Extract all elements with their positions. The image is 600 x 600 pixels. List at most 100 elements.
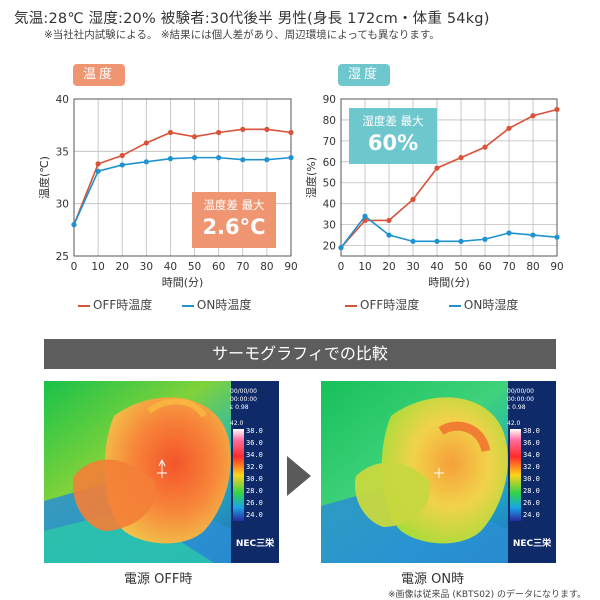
callout-label: 温度差 最大 [203,198,265,212]
data-point-off [119,152,125,159]
data-point-off [264,126,270,132]
data-point-off [143,140,149,146]
y-tick-label: 25 [56,251,69,263]
data-point-on [167,156,174,162]
data-point-on [434,238,440,244]
x-tick-label: 40 [164,261,177,273]
data-point-off [554,106,560,113]
data-point-on [386,232,392,238]
x-tick-label: 20 [382,261,395,273]
x-tick-label: 90 [550,261,563,273]
data-point-on [71,222,77,228]
y-axis-label: 温度(℃) [37,156,51,199]
y-tick-label: 40 [323,199,336,211]
svg-text:ε 0.98: ε 0.98 [230,404,249,411]
data-point-off [288,129,294,136]
scale-label: 24.0 [523,511,540,519]
data-point-on [482,236,488,242]
scale-label: 26.0 [246,499,263,507]
series-line-on [73,156,292,225]
data-point-off [434,165,440,171]
svg-text:00:00:00: 00:00:00 [507,396,534,403]
x-tick-label: 10 [91,261,104,273]
data-point-off [167,129,174,136]
y-axis-label: 湿度(%) [304,157,318,198]
data-point-on [362,213,368,219]
svg-text:00:00:00: 00:00:00 [230,396,257,403]
x-tick-label: 80 [260,261,273,273]
data-point-off [386,217,392,224]
maker-logo: NEC三栄 [510,537,554,551]
y-tick-label: 80 [323,115,336,127]
data-point-on [530,232,536,238]
x-tick-label: 60 [478,261,491,273]
scale-label: 24.0 [246,511,263,519]
legend-on-temp: ON時温度 [196,298,252,312]
data-point-off [458,155,464,161]
scale-label: 36.0 [523,439,540,447]
svg-text:42.0: 42.0 [507,420,521,427]
y-tick-label: 90 [323,94,336,106]
x-tick-label: 40 [430,261,443,273]
data-point-on [410,238,416,244]
scale-label: 36.0 [246,439,263,447]
data-point-off [506,125,512,131]
y-tick-label: 30 [323,220,336,232]
scale-label: 38.0 [523,427,540,435]
y-tick-label: 60 [323,157,336,169]
x-tick-label: 30 [140,261,153,273]
legend-on-humidity: ON時湿度 [463,298,519,312]
svg-text:00/00/00: 00/00/00 [230,388,257,395]
y-tick-label: 70 [323,136,336,148]
data-point-off [191,134,198,140]
legend-off-temp: OFF時温度 [93,298,153,312]
x-tick-label: 0 [71,261,78,273]
data-point-on [458,238,464,244]
data-point-on [240,157,246,163]
x-axis-label: 時間(分) [428,276,470,289]
scale-label: 34.0 [246,451,263,459]
data-point-off [410,196,416,203]
difference-callout [349,108,437,164]
y-tick-label: 35 [56,146,69,158]
series-line-off [340,108,558,249]
svg-text:42.0: 42.0 [230,420,244,427]
scale-label: 28.0 [246,487,263,495]
x-tick-label: 50 [188,261,201,273]
legend-off-humidity: OFF時湿度 [360,298,420,312]
series-line-off [73,128,292,225]
x-tick-label: 70 [236,261,249,273]
scale-label: 32.0 [523,463,540,471]
y-tick-label: 30 [56,199,69,211]
data-point-on [191,155,198,161]
humidity-legend: OFF時湿度 ON時湿度 [345,296,518,313]
data-point-off [95,161,101,167]
thermal-figure-on: 00/00/00 00:00:00 ε 0.98 42.0 [321,381,556,563]
disclaimer-note: ※当社社内試験による。 ※結果には個人差があり、周辺環境によっても異なります。 [44,29,440,41]
temperature-chart: 0 10 20 30 40 50 60 70 80 90 25 30 35 40 時間(分) 温度(℃) 温度差… [37,94,298,289]
source-note: ※画像は従来品 (KBTS02) のデータになります。 [388,590,587,600]
data-point-on [554,234,560,240]
scale-label: 38.0 [246,427,263,435]
svg-text:00/00/00: 00/00/00 [507,388,534,395]
temp-legend: OFF時温度 ON時温度 [78,296,251,313]
temp-chart-title: 温度 [73,64,125,86]
thermal-figure-off: 00/00/00 00:00:00 ε 0.98 42.0 [44,381,279,563]
difference-callout [192,192,276,248]
callout-value: 60% [368,131,418,155]
data-point-off [530,113,536,119]
scale-label: 28.0 [523,487,540,495]
legend-swatch-off [78,304,90,307]
x-tick-label: 10 [358,261,371,273]
test-conditions: 気温:28℃ 湿度:20% 被験者:30代後半 男性(身長 172cm・体重 5… [14,11,490,27]
caption-on: 電源 ON時 [401,572,465,587]
x-axis-label: 時間(分) [162,276,204,289]
callout-label: 湿度差 最大 [362,114,424,128]
scale-label: 30.0 [246,475,263,483]
plot-frame [340,98,558,257]
x-tick-label: 50 [454,261,467,273]
legend-swatch-off [345,304,357,307]
caption-off: 電源 OFF時 [124,572,193,587]
data-point-on [95,168,101,174]
scale-label: 26.0 [523,499,540,507]
